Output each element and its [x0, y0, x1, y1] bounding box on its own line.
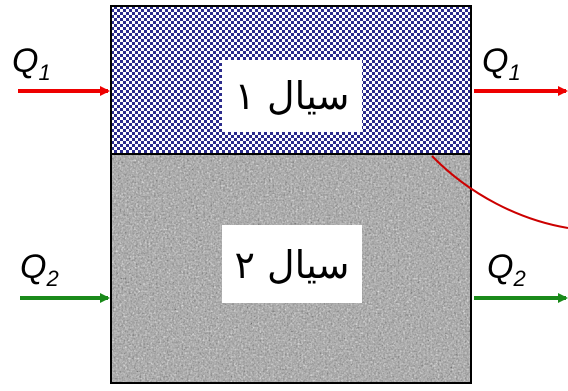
q2-outlet-label: Q2	[487, 248, 526, 291]
fluid-2-label-box	[222, 225, 362, 303]
interface-pointer-line	[431, 155, 568, 229]
fluid-1-label-box	[222, 60, 362, 132]
container-border	[110, 5, 472, 384]
fluid-2-label: سیال ۲	[235, 243, 350, 287]
q2-inlet-label: Q2	[20, 248, 59, 291]
q1-outlet-label: Q1	[482, 42, 521, 85]
fluid-1-label: سیال ۱	[235, 74, 350, 118]
q1-inlet-label: Q1	[12, 42, 51, 85]
